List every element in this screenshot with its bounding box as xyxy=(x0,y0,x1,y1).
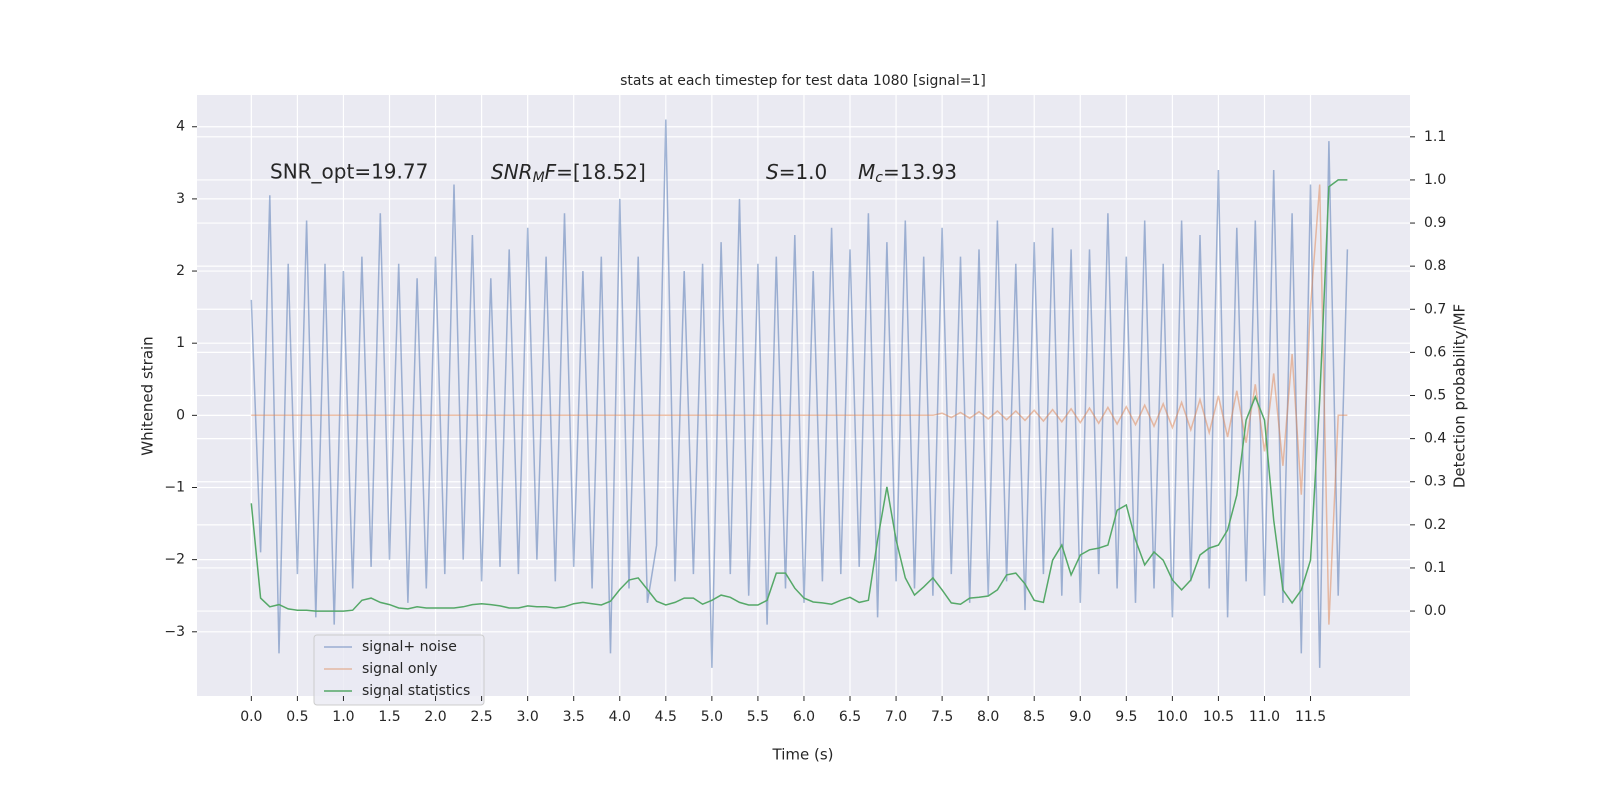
y2-tick-label: 0.2 xyxy=(1424,517,1446,533)
y2-tick-label: 0.0 xyxy=(1424,603,1446,619)
x-tick-label: 3.0 xyxy=(517,709,539,725)
x-tick-label: 9.5 xyxy=(1115,709,1137,725)
y-tick-label: −1 xyxy=(164,479,185,495)
annotation: SNRMF=[18.52] xyxy=(491,160,646,187)
x-tick-label: 2.5 xyxy=(470,709,492,725)
x-axis-label: Time (s) xyxy=(772,746,834,764)
x-tick-label: 2.0 xyxy=(424,709,446,725)
annotation-part: M xyxy=(858,160,875,184)
annotation-subscript: c xyxy=(875,170,883,186)
y-tick-label: 2 xyxy=(176,263,185,279)
legend-label: signal statistics xyxy=(362,683,470,699)
x-tick-label: 0.5 xyxy=(286,709,308,725)
x-tick-label: 7.5 xyxy=(931,709,953,725)
x-tick-label: 4.0 xyxy=(609,709,631,725)
y2-axis-label: Detection probability/MF xyxy=(1451,304,1469,488)
y-tick-label: 1 xyxy=(176,335,185,351)
annotation-part: S xyxy=(766,160,779,184)
x-tick-label: 10.0 xyxy=(1157,709,1188,725)
x-tick-label: 11.0 xyxy=(1249,709,1280,725)
y2-tick-label: 0.3 xyxy=(1424,474,1446,490)
legend-box xyxy=(313,634,485,706)
annotation-part: =13.93 xyxy=(883,160,957,184)
annotation: SNR_opt=19.77 xyxy=(270,160,428,184)
annotation-part: =[18.52] xyxy=(556,160,646,184)
x-tick-label: 3.5 xyxy=(563,709,585,725)
y2-tick-label: 0.8 xyxy=(1424,258,1446,274)
legend-label: signal+ noise xyxy=(362,639,457,655)
x-tick-label: 5.5 xyxy=(747,709,769,725)
x-tick-label: 9.0 xyxy=(1069,709,1091,725)
x-tick-label: 8.5 xyxy=(1023,709,1045,725)
annotation: Mc=13.93 xyxy=(858,160,957,187)
annotation-part: SNR xyxy=(491,160,533,184)
chart-title: stats at each timestep for test data 108… xyxy=(620,73,986,89)
x-tick-label: 10.5 xyxy=(1203,709,1234,725)
y2-tick-label: 0.6 xyxy=(1424,344,1446,360)
y2-tick-label: 0.7 xyxy=(1424,301,1446,317)
x-tick-label: 1.0 xyxy=(332,709,354,725)
annotation-subscript: M xyxy=(533,170,545,186)
x-tick-label: 6.0 xyxy=(793,709,815,725)
y2-tick-label: 0.5 xyxy=(1424,388,1446,404)
y-tick-label: 0 xyxy=(176,407,185,423)
x-tick-label: 5.0 xyxy=(701,709,723,725)
x-tick-label: 0.0 xyxy=(240,709,262,725)
y-tick-label: 3 xyxy=(176,191,185,207)
x-tick-label: 11.5 xyxy=(1295,709,1326,725)
annotation: S=1.0 xyxy=(766,160,827,184)
legend-label: signal only xyxy=(362,661,437,677)
x-tick-label: 8.0 xyxy=(977,709,999,725)
x-tick-label: 1.5 xyxy=(378,709,400,725)
x-tick-label: 6.5 xyxy=(839,709,861,725)
y2-tick-label: 1.0 xyxy=(1424,172,1446,188)
annotation-part: =1.0 xyxy=(779,160,828,184)
y2-tick-label: 0.9 xyxy=(1424,215,1446,231)
y2-tick-label: 1.1 xyxy=(1424,129,1446,145)
y-tick-label: −3 xyxy=(164,624,185,640)
y2-tick-label: 0.1 xyxy=(1424,560,1446,576)
x-tick-label: 7.0 xyxy=(885,709,907,725)
y-axis-label: Whitened strain xyxy=(139,336,157,455)
series-line xyxy=(250,119,1349,668)
y2-tick-label: 0.4 xyxy=(1424,431,1446,447)
y-tick-label: −2 xyxy=(164,552,185,568)
x-tick-label: 4.5 xyxy=(655,709,677,725)
series-line xyxy=(250,179,1348,612)
series-line xyxy=(251,184,1348,625)
y-tick-label: 4 xyxy=(176,119,185,135)
annotation-part: F xyxy=(545,160,557,184)
